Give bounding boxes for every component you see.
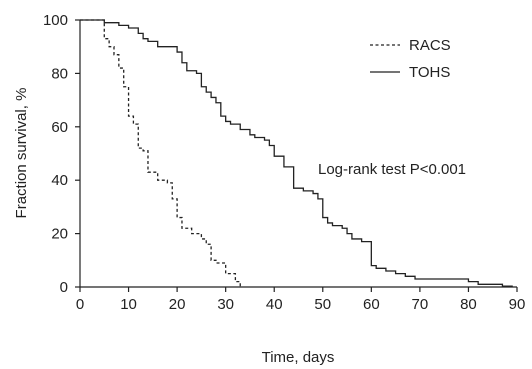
x-tick-label: 90 <box>509 296 526 313</box>
x-tick-label: 0 <box>76 296 84 313</box>
y-tick-label: 0 <box>60 279 68 296</box>
legend-racs-label: RACS <box>409 37 451 54</box>
y-tick-label: 60 <box>51 119 68 136</box>
series-layer <box>80 19 513 287</box>
y-tick-label: 100 <box>43 12 68 29</box>
legend-tohs-label: TOHS <box>409 64 450 81</box>
logrank-annotation: Log-rank test P<0.001 <box>318 161 466 178</box>
y-tick-label: 80 <box>51 65 68 82</box>
x-tick-label: 10 <box>120 296 137 313</box>
x-tick-label: 50 <box>314 296 331 313</box>
series-line-tohs <box>80 19 513 287</box>
plot-area: 0 10 20 30 40 50 60 70 80 90 0 20 40 60 80 100 <box>43 12 525 313</box>
x-axis-title: Time, days <box>262 349 335 366</box>
x-tick-label: 60 <box>363 296 380 313</box>
legend: RACS TOHS <box>370 37 451 81</box>
x-tick-label: 40 <box>266 296 283 313</box>
x-tick-label: 80 <box>460 296 477 313</box>
x-tick-label: 20 <box>169 296 186 313</box>
y-tick-label: 40 <box>51 172 68 189</box>
x-tick-label: 30 <box>217 296 234 313</box>
axis-ticks: 0 10 20 30 40 50 60 70 80 90 0 20 40 60 80 100 <box>43 12 525 313</box>
series-line-racs <box>80 19 241 287</box>
y-tick-label: 20 <box>51 226 68 243</box>
x-tick-label: 70 <box>412 296 429 313</box>
y-axis-title: Fraction survival, % <box>13 88 30 219</box>
